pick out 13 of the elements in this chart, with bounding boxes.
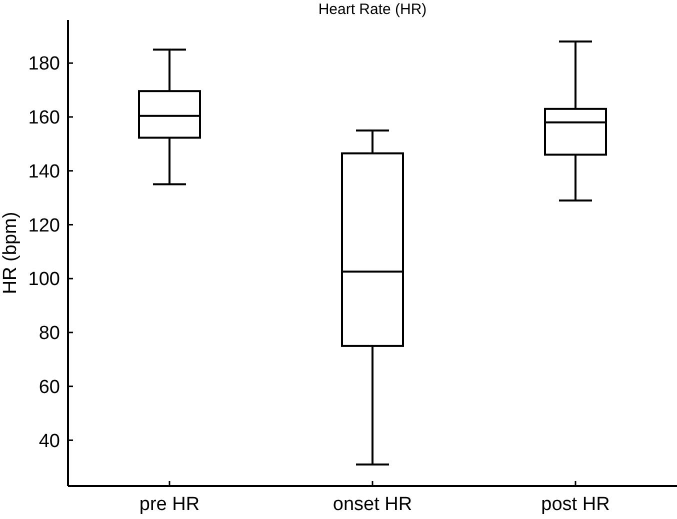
y-axis-title: HR (bpm)	[0, 212, 21, 294]
x-tick-label: onset HR	[332, 494, 412, 515]
y-tick-label: 120	[28, 215, 60, 236]
y-tick-label: 160	[28, 108, 60, 129]
x-tick-label: post HR	[541, 494, 610, 515]
y-tick-label: 80	[38, 323, 60, 344]
chart-title: Heart Rate (HR)	[318, 1, 427, 18]
y-tick-label: 40	[38, 430, 60, 452]
y-tick-label: 60	[38, 376, 60, 398]
y-tick-label: 140	[28, 161, 60, 182]
y-tick-label: 100	[28, 269, 60, 290]
y-tick-label: 180	[28, 54, 60, 75]
x-tick-label: pre HR	[139, 494, 200, 515]
